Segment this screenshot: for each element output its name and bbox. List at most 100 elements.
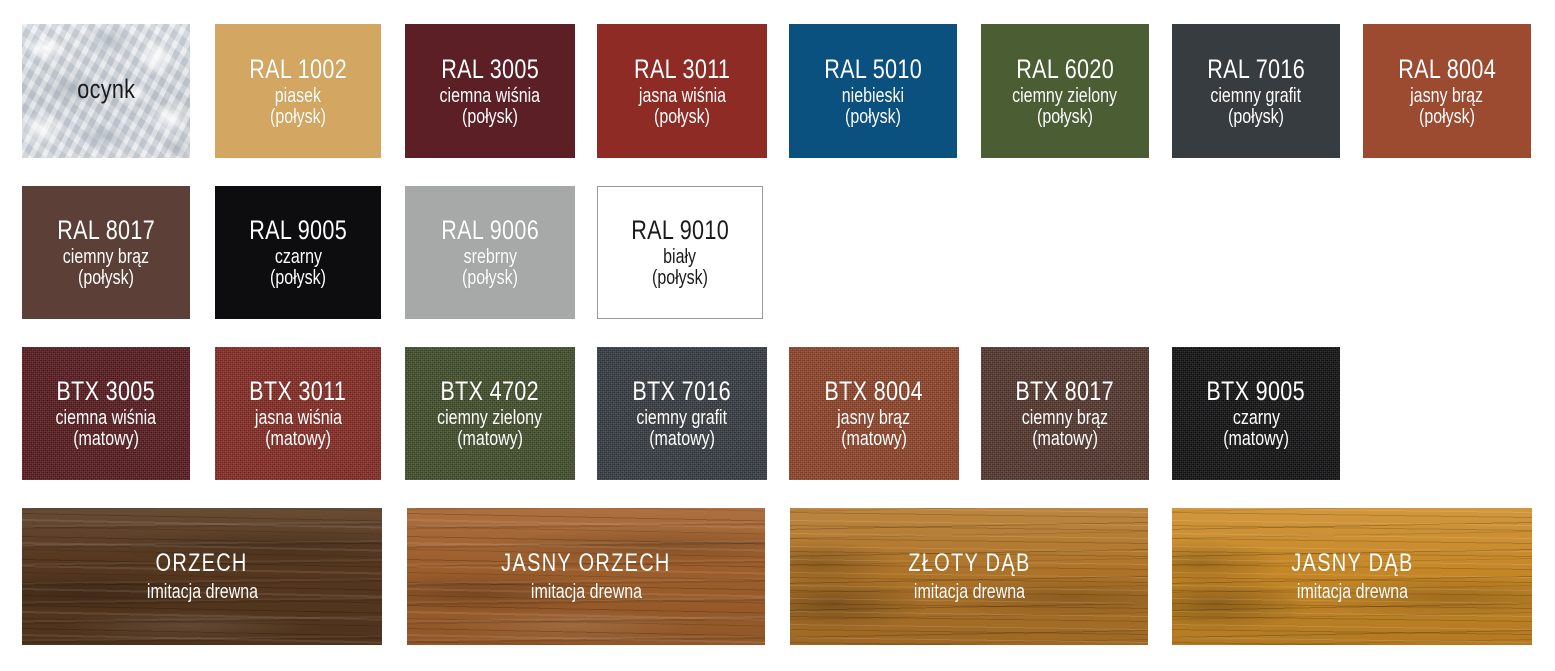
swatch-code: BTX 8004 <box>824 376 924 406</box>
swatch-code: RAL 8017 <box>57 215 155 245</box>
swatch-color-name: ciemny grafit <box>636 407 728 429</box>
swatch-label: BTX 8017 ciemny brąz (matowy) <box>1003 376 1126 450</box>
color-swatch[interactable]: RAL 8004 jasny brąz (połysk) <box>1363 24 1531 158</box>
color-swatch[interactable]: JASNY ORZECH imitacja drewna <box>407 508 765 645</box>
swatch-finish: (połysk) <box>844 105 901 128</box>
swatch-color-name: imitacja drewna <box>146 580 258 603</box>
swatch-finish: (połysk) <box>461 267 518 289</box>
color-swatch[interactable]: BTX 8017 ciemny brąz (matowy) <box>981 347 1149 480</box>
color-swatch[interactable]: BTX 3011 jasna wiśnia (matowy) <box>215 347 381 480</box>
swatch-label: ocynk <box>70 76 143 106</box>
swatch-finish: (połysk) <box>1036 105 1093 128</box>
swatch-code: RAL 7016 <box>1207 53 1305 84</box>
swatch-code: RAL 9010 <box>631 215 729 245</box>
swatch-color-name: imitacja drewna <box>530 580 642 603</box>
color-swatch[interactable]: RAL 1002 piasek (połysk) <box>215 24 381 158</box>
swatch-color-name: imitacja drewna <box>1296 580 1408 603</box>
swatch-label: RAL 1002 piasek (połysk) <box>237 53 359 128</box>
color-swatch[interactable]: RAL 3005 ciemna wiśnia (połysk) <box>405 24 575 158</box>
swatch-finish: (połysk) <box>269 267 326 289</box>
swatch-finish: (matowy) <box>1223 428 1289 450</box>
color-swatch[interactable]: BTX 9005 czarny (matowy) <box>1172 347 1340 480</box>
swatch-code: ORZECH <box>155 548 249 577</box>
swatch-finish: (matowy) <box>73 428 139 450</box>
swatch-label: RAL 8017 ciemny brąz (połysk) <box>45 215 167 289</box>
swatch-color-name: ciemny brąz <box>1021 407 1109 429</box>
color-swatch[interactable]: BTX 8004 jasny brąz (matowy) <box>789 347 959 480</box>
swatch-code: BTX 3005 <box>56 376 156 406</box>
swatch-code: RAL 3011 <box>633 53 731 84</box>
swatch-code: RAL 1002 <box>249 53 347 84</box>
swatch-color-name: ciemna wiśnia <box>55 407 157 429</box>
swatch-code: BTX 7016 <box>632 376 732 406</box>
color-swatch[interactable]: RAL 9005 czarny (połysk) <box>215 186 381 319</box>
swatch-finish: (matowy) <box>1032 428 1098 450</box>
swatch-label: BTX 3011 jasna wiśnia (matowy) <box>237 376 358 450</box>
swatch-code: JASNY ORZECH <box>501 548 671 577</box>
swatch-code: BTX 9005 <box>1206 376 1306 406</box>
swatch-color-name: niebieski <box>841 84 905 107</box>
swatch-code: ocynk <box>76 74 136 104</box>
swatch-label: BTX 7016 ciemny grafit (matowy) <box>620 376 743 450</box>
swatch-label: RAL 6020 ciemny zielony (połysk) <box>999 53 1130 128</box>
swatch-label: JASNY DĄB imitacja drewna <box>1276 548 1429 603</box>
swatch-color-name: biały <box>663 246 697 268</box>
color-swatch[interactable]: RAL 6020 ciemny zielony (połysk) <box>981 24 1149 158</box>
color-swatch[interactable]: RAL 3011 jasna wiśnia (połysk) <box>597 24 767 158</box>
color-swatch[interactable]: JASNY DĄB imitacja drewna <box>1172 508 1532 645</box>
swatch-label: RAL 9010 biały (połysk) <box>619 215 741 289</box>
color-swatch[interactable]: RAL 9006 srebrny (połysk) <box>405 186 575 319</box>
swatch-color-name: ciemny grafit <box>1210 84 1302 107</box>
swatch-code: BTX 8017 <box>1015 376 1115 406</box>
swatch-label: RAL 7016 ciemny grafit (połysk) <box>1195 53 1317 128</box>
swatch-row-gloss-ral-1: ocynk RAL 1002 piasek (połysk) RAL 3005 ciemn… <box>0 24 1555 158</box>
swatch-label: RAL 9006 srebrny (połysk) <box>429 215 551 289</box>
swatch-finish: (matowy) <box>841 428 907 450</box>
swatch-finish: (połysk) <box>651 267 708 289</box>
swatch-label: BTX 3005 ciemna wiśnia (matowy) <box>43 376 169 450</box>
swatch-finish: (matowy) <box>265 428 331 450</box>
swatch-color-name: srebrny <box>463 246 517 268</box>
color-swatch[interactable]: ocynk <box>22 24 190 158</box>
swatch-label: BTX 4702 ciemny zielony (matowy) <box>424 378 555 450</box>
swatch-color-name: jasny brąz <box>837 407 911 429</box>
color-swatch[interactable]: BTX 3005 ciemna wiśnia (matowy) <box>22 347 190 480</box>
swatch-color-name: ciemny zielony <box>437 407 543 429</box>
color-swatch[interactable]: BTX 7016 ciemny grafit (matowy) <box>597 347 767 480</box>
swatch-label: RAL 3005 ciemna wiśnia (połysk) <box>427 53 553 128</box>
swatch-color-name: jasna wiśnia <box>254 407 342 429</box>
color-swatch[interactable]: RAL 9010 biały (połysk) <box>597 186 763 319</box>
swatch-finish: (połysk) <box>1227 105 1284 128</box>
color-swatch[interactable]: ORZECH imitacja drewna <box>22 508 382 645</box>
swatch-label: RAL 8004 jasny brąz (połysk) <box>1386 55 1508 128</box>
swatch-code: RAL 9005 <box>249 215 347 245</box>
swatch-code: RAL 9006 <box>441 215 539 245</box>
swatch-code: RAL 6020 <box>1016 53 1114 84</box>
color-swatch[interactable]: RAL 8017 ciemny brąz (połysk) <box>22 186 190 319</box>
swatch-label: ORZECH imitacja drewna <box>133 548 272 603</box>
swatch-finish: (połysk) <box>77 267 134 289</box>
swatch-color-name: jasny brąz <box>1410 84 1484 107</box>
swatch-label: RAL 5010 niebieski (połysk) <box>812 53 934 128</box>
color-swatch[interactable]: RAL 7016 ciemny grafit (połysk) <box>1172 24 1340 158</box>
swatch-finish: (połysk) <box>461 105 518 128</box>
swatch-finish: (połysk) <box>1418 105 1475 128</box>
color-swatch[interactable]: RAL 5010 niebieski (połysk) <box>789 24 957 158</box>
color-swatch[interactable]: ZŁOTY DĄB imitacja drewna <box>790 508 1148 645</box>
swatch-finish: (matowy) <box>649 428 715 450</box>
swatch-code: JASNY DĄB <box>1290 548 1414 577</box>
color-swatch[interactable]: BTX 4702 ciemny zielony (matowy) <box>405 347 575 480</box>
swatch-row-matte-btx: BTX 3005 ciemna wiśnia (matowy) BTX 3011 jas… <box>0 347 1555 480</box>
swatch-color-name: piasek <box>274 84 322 107</box>
swatch-color-name: ciemny brąz <box>62 246 150 268</box>
swatch-code: RAL 5010 <box>824 53 922 84</box>
swatch-code: RAL 3005 <box>441 53 539 84</box>
swatch-label: RAL 9005 czarny (połysk) <box>237 215 359 289</box>
swatch-finish: (matowy) <box>457 428 523 450</box>
swatch-code: BTX 3011 <box>249 376 347 406</box>
swatch-finish: (połysk) <box>269 105 326 128</box>
swatch-row-gloss-ral-2: RAL 8017 ciemny brąz (połysk) RAL 9005 czarn… <box>0 186 1555 319</box>
swatch-finish: (połysk) <box>653 105 710 128</box>
swatch-label: ZŁOTY DĄB imitacja drewna <box>893 550 1046 603</box>
